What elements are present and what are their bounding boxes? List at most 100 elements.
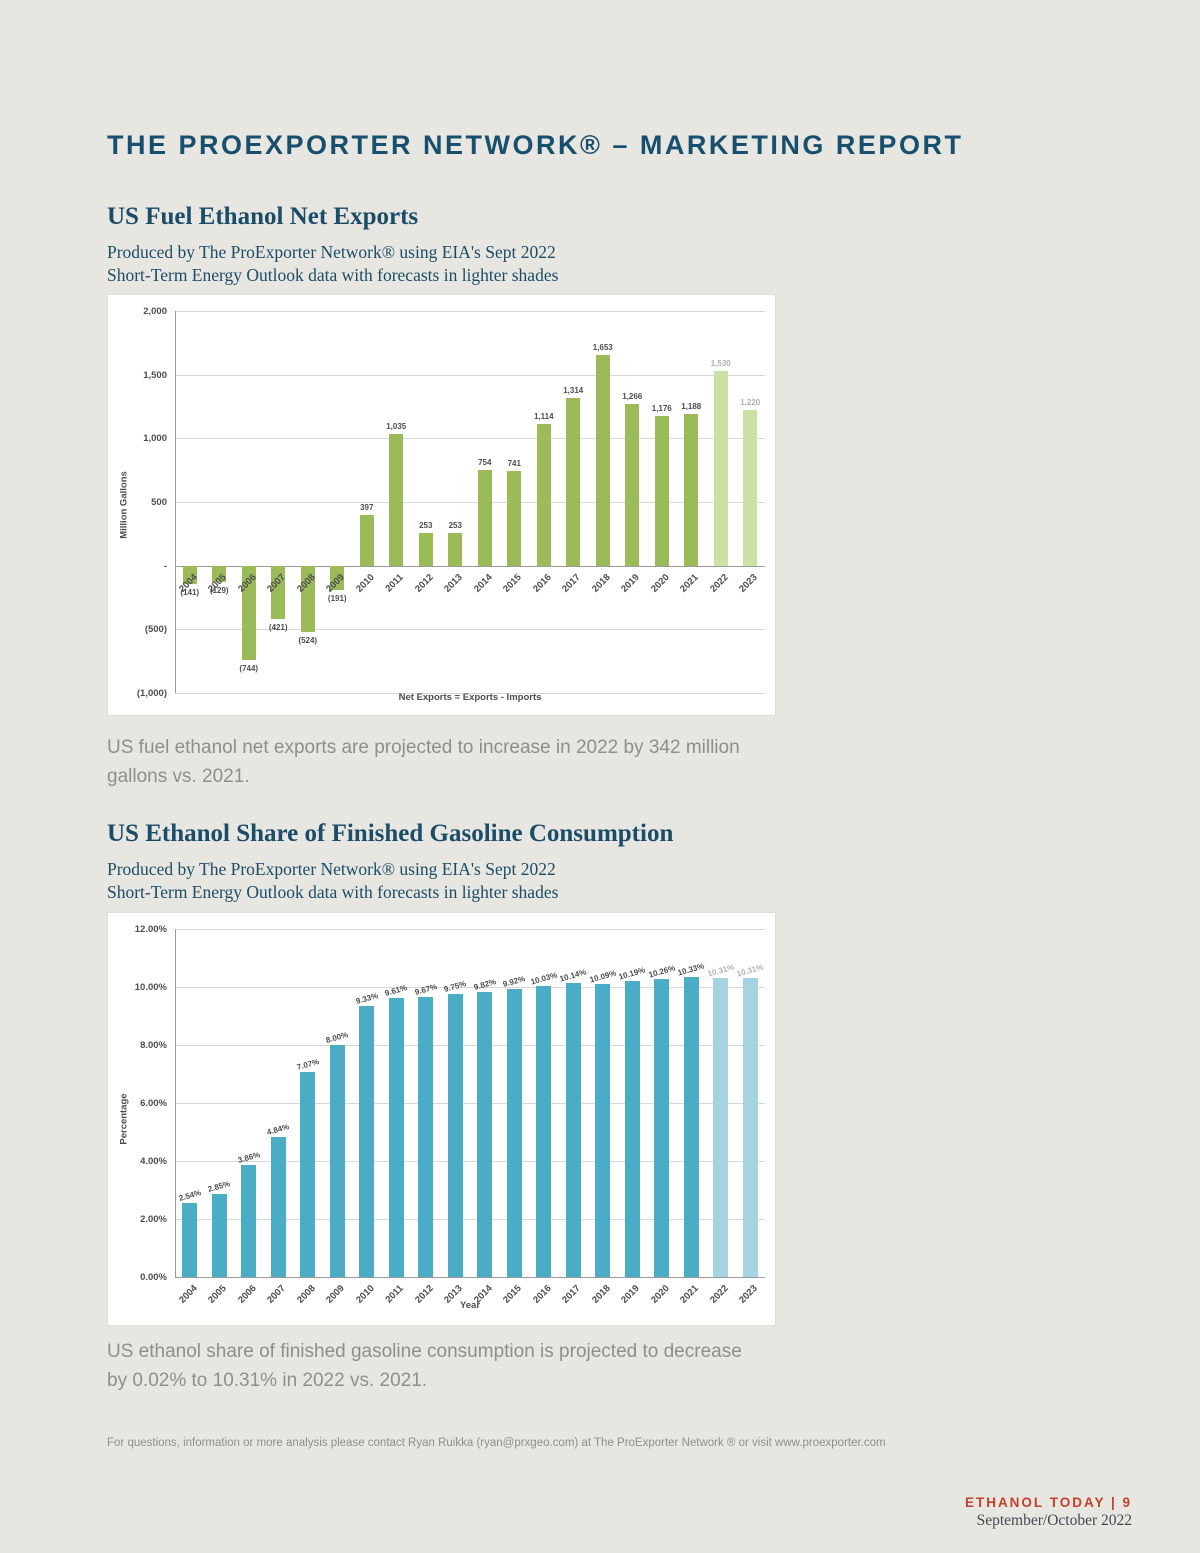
- y-axis-line: [175, 929, 176, 1277]
- bar-2022: [713, 370, 728, 566]
- bar-2018: [595, 984, 611, 1277]
- bar-value-label: (141): [180, 587, 200, 597]
- gridline: [175, 929, 765, 930]
- bar-2016: [536, 986, 552, 1277]
- bar-2020: [654, 415, 669, 566]
- y-tick-label: 0.00%: [140, 1272, 167, 1283]
- bar-2018: [595, 355, 610, 566]
- chart2-plot-area: 12.00% 10.00% 8.00% 6.00% 4.00% 2.00% 0.00% 2.5…: [108, 913, 775, 1325]
- section1-subtitle-line1: Produced by The ProExporter Network® usi…: [107, 242, 556, 262]
- net-exports-chart: Million Gallons 2,000 1,500 1,000 500- (500)…: [108, 295, 775, 715]
- bar-2012: [418, 996, 434, 1277]
- section1-subtitle: Produced by The ProExporter Network® usi…: [107, 241, 807, 287]
- bar-2023: [743, 410, 758, 566]
- bar-2006: [241, 565, 256, 661]
- bar-2014: [477, 469, 492, 566]
- y-tick-label: 10.00%: [134, 982, 167, 993]
- chart1-plot-area: 2,000 1,500 1,000 500- (500) (1,000) (141) 2004…: [108, 295, 775, 715]
- bar-value-label: 1,266: [622, 392, 643, 402]
- x-axis-line: [175, 565, 765, 567]
- chart2-x-axis-title: Year: [459, 1300, 481, 1311]
- x-axis-line: [175, 1277, 765, 1278]
- bar-2012: [418, 533, 433, 566]
- bar-value-label: 1,653: [592, 343, 613, 353]
- bar-2005: [212, 565, 227, 583]
- bar-value-label: 754: [478, 457, 492, 467]
- bar-value-label: 1,188: [681, 402, 702, 412]
- bar-value-label: 1,114: [533, 411, 554, 421]
- section2-subtitle-line2: Short-Term Energy Outlook data with fore…: [107, 882, 559, 903]
- section2-title: US Ethanol Share of Finished Gasoline Co…: [107, 820, 674, 847]
- bar-value-label: 741: [507, 459, 521, 469]
- y-tick-label: 1,500: [143, 369, 167, 381]
- bar-2004: [182, 1203, 198, 1277]
- bar-2011: [389, 433, 404, 566]
- bar-value-label: (129): [209, 586, 229, 596]
- bar-value-label: 253: [448, 521, 462, 531]
- y-axis-line: [175, 311, 176, 693]
- chart1-x-axis-title: Net Exports = Exports - Imports: [398, 692, 542, 703]
- bar-2007: [271, 565, 286, 620]
- bar-2021: [684, 414, 699, 566]
- y-tick-label: 6.00%: [140, 1098, 167, 1109]
- bar-2014: [477, 992, 493, 1277]
- bar-value-label: 397: [360, 503, 374, 513]
- bar-2013: [448, 533, 463, 566]
- bar-value-label: 1,530: [710, 358, 731, 368]
- ethanol-share-chart: Percentage 12.00% 10.00% 8.00% 6.00% 4.00% 2.…: [108, 913, 775, 1325]
- gridline: [175, 438, 765, 440]
- bar-2008: [300, 1071, 316, 1277]
- bar-value-label: (524): [298, 636, 318, 646]
- bar-2017: [565, 982, 581, 1277]
- contact-footer: For questions, information or more analy…: [107, 1437, 886, 1449]
- y-tick-label: -: [163, 560, 167, 572]
- bar-value-label: 1,176: [651, 403, 672, 413]
- bar-2020: [654, 979, 670, 1277]
- section2-subtitle-line1: Produced by The ProExporter Network® usi…: [107, 859, 556, 879]
- y-tick-label: 4.00%: [140, 1156, 167, 1167]
- bar-2013: [447, 994, 463, 1277]
- bar-2011: [388, 998, 404, 1277]
- gridline: [175, 1045, 765, 1046]
- bar-2022: [713, 978, 729, 1277]
- bar-value-label: 1,220: [740, 398, 761, 408]
- y-tick-label: 8.00%: [140, 1040, 167, 1051]
- gridline: [175, 502, 765, 503]
- gridline: [175, 374, 765, 376]
- y-tick-label: 12.00%: [134, 924, 167, 935]
- y-tick-label: (500): [144, 624, 167, 636]
- bar-2010: [359, 1006, 375, 1277]
- bar-2021: [683, 977, 699, 1277]
- bar-2009: [329, 1045, 345, 1277]
- bar-2017: [566, 398, 581, 566]
- bar-2008: [300, 565, 315, 633]
- y-tick-label: 2.00%: [140, 1214, 167, 1225]
- bar-2007: [270, 1136, 286, 1277]
- section1-subtitle-line2: Short-Term Energy Outlook data with fore…: [107, 265, 559, 286]
- y-tick-label: 1,000: [143, 433, 167, 445]
- section1-title: US Fuel Ethanol Net Exports: [107, 203, 419, 230]
- bar-2006: [241, 1165, 257, 1277]
- page-title: THE PROEXPORTER NETWORK® – MARKETING REP…: [107, 130, 964, 160]
- bar-value-label: (191): [327, 593, 347, 603]
- magazine-footer: ETHANOL TODAY | 9 September/October 2022: [965, 1495, 1132, 1530]
- bar-2010: [359, 515, 374, 566]
- bar-value-label: 1,314: [563, 386, 584, 396]
- gridline: [175, 1219, 765, 1220]
- bar-value-label: (421): [268, 623, 288, 633]
- bar-2009: [330, 565, 345, 590]
- section2-subtitle: Produced by The ProExporter Network® usi…: [107, 858, 807, 904]
- gridline: [175, 987, 765, 988]
- gridline: [175, 311, 765, 312]
- magazine-name-page-number: ETHANOL TODAY | 9: [964, 1495, 1132, 1510]
- gridline: [175, 1161, 765, 1162]
- bar-value-label: 253: [419, 521, 433, 531]
- bar-2015: [506, 989, 522, 1277]
- section2-caption: US ethanol share of finished gasoline co…: [107, 1341, 742, 1392]
- bar-2005: [211, 1194, 227, 1277]
- bar-value-label: 1,035: [386, 421, 407, 431]
- gridline: [175, 629, 765, 631]
- gridline: [175, 693, 765, 694]
- y-tick-label: (1,000): [136, 688, 167, 699]
- y-tick-label: 500: [151, 497, 167, 508]
